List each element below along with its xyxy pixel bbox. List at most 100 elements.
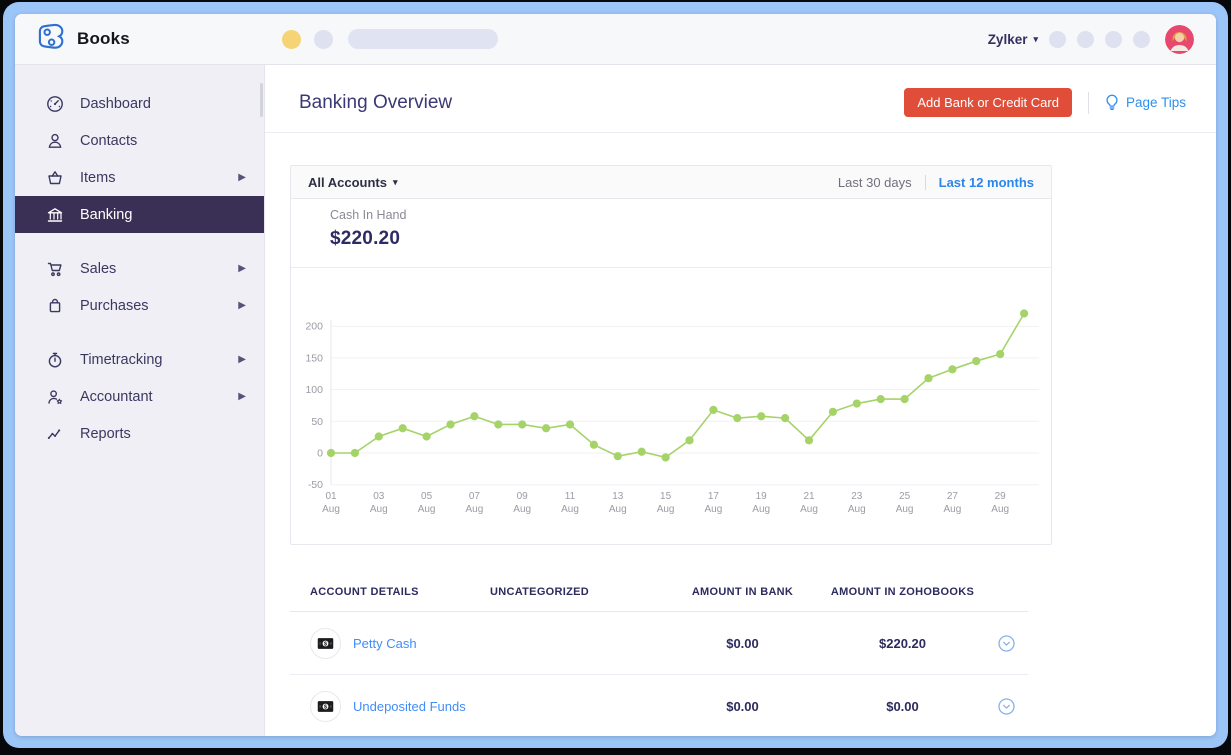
status-dot xyxy=(281,29,301,49)
sidebar-item-sales[interactable]: Sales ▶ xyxy=(15,250,264,287)
chart-point[interactable] xyxy=(709,405,718,414)
page-tips-link[interactable]: Page Tips xyxy=(1105,93,1186,113)
svg-text:-50: -50 xyxy=(308,479,323,491)
svg-text:17: 17 xyxy=(708,491,720,502)
chart-point[interactable] xyxy=(804,436,814,445)
account-link[interactable]: Undeposited Funds xyxy=(353,698,466,714)
row-expand-button[interactable] xyxy=(998,634,1015,652)
sales-icon xyxy=(45,259,64,278)
chart-point[interactable] xyxy=(996,349,1005,359)
sidebar-item-purchases[interactable]: Purchases ▶ xyxy=(15,287,264,324)
svg-text:Aug: Aug xyxy=(800,504,818,515)
user-avatar[interactable] xyxy=(1165,24,1194,54)
chart-point[interactable] xyxy=(565,420,575,429)
svg-text:Aug: Aug xyxy=(848,504,866,515)
chart-point[interactable] xyxy=(470,412,479,421)
sidebar-item-contacts[interactable]: Contacts xyxy=(15,122,264,159)
range-last-12-months[interactable]: Last 12 months xyxy=(938,174,1034,190)
svg-text:Aug: Aug xyxy=(466,504,484,515)
books-logo-icon xyxy=(35,22,67,57)
banking-icon xyxy=(45,205,64,224)
sidebar-item-label: Reports xyxy=(80,425,131,442)
chart-point[interactable] xyxy=(972,356,981,366)
svg-text:03: 03 xyxy=(373,491,385,502)
org-selector[interactable]: Zylker ▾ xyxy=(988,32,1038,47)
column-header-amount-in-zohobooks: AMOUNT IN ZOHOBOOKS xyxy=(830,585,975,598)
sidebar-item-reports[interactable]: Reports xyxy=(15,415,264,452)
topbar-icon-placeholder[interactable] xyxy=(1077,30,1094,48)
sidebar-item-dashboard[interactable]: Dashboard xyxy=(15,85,264,122)
zoho-books-logo[interactable]: Books xyxy=(35,22,130,57)
svg-text:29: 29 xyxy=(995,491,1007,502)
sidebar-item-items[interactable]: Items ▶ xyxy=(15,159,264,196)
svg-text:Aug: Aug xyxy=(991,504,1009,515)
add-bank-button[interactable]: Add Bank or Credit Card xyxy=(904,88,1072,117)
chart-point[interactable] xyxy=(494,420,503,429)
chevron-right-icon: ▶ xyxy=(238,354,246,365)
chart-point[interactable] xyxy=(350,448,359,458)
chart-point[interactable] xyxy=(422,432,431,441)
page-header: Banking Overview Add Bank or Credit Card… xyxy=(265,65,1216,117)
topbar-icon-placeholder[interactable] xyxy=(1049,30,1066,48)
search-skeleton[interactable] xyxy=(347,29,498,49)
chart-point[interactable] xyxy=(661,453,670,462)
sidebar-item-label: Purchases xyxy=(80,297,149,314)
topbar-placeholder-dot xyxy=(313,29,333,49)
app-name: Books xyxy=(77,29,130,48)
lightbulb-icon xyxy=(1105,93,1119,113)
cash-in-hand-value: $220.20 xyxy=(330,228,401,249)
svg-text:23: 23 xyxy=(851,491,863,502)
chart-point[interactable] xyxy=(1020,309,1029,318)
sidebar: Dashboard Contacts xyxy=(15,65,265,736)
chart-point[interactable] xyxy=(589,440,598,449)
chart-point[interactable] xyxy=(326,448,336,458)
svg-text:15: 15 xyxy=(660,491,672,502)
chart-point[interactable] xyxy=(948,365,957,374)
sidebar-item-label: Timetracking xyxy=(80,351,163,368)
svg-text:150: 150 xyxy=(305,352,323,364)
range-last-30-days[interactable]: Last 30 days xyxy=(837,174,912,190)
row-expand-button[interactable] xyxy=(998,697,1015,715)
topbar-icon-placeholder[interactable] xyxy=(1133,30,1150,48)
accounts-table: ACCOUNT DETAILS UNCATEGORIZED AMOUNT IN … xyxy=(290,572,1028,736)
topbar: Books Zylker ▾ xyxy=(15,14,1216,65)
chart-point[interactable] xyxy=(876,395,885,404)
panel-header: All Accounts ▾ Last 30 days Last 12 mont… xyxy=(291,166,1051,199)
svg-text:Aug: Aug xyxy=(609,504,627,515)
chart-point[interactable] xyxy=(685,436,694,445)
amount-in-bank-value: $0.00 xyxy=(726,698,759,714)
chart-point[interactable] xyxy=(637,447,646,456)
account-link[interactable]: Petty Cash xyxy=(353,635,417,651)
chart-point[interactable] xyxy=(924,374,933,383)
cash-summary: Cash In Hand $220.20 xyxy=(291,199,1051,268)
sidebar-item-timetracking[interactable]: Timetracking ▶ xyxy=(15,341,264,378)
chart-point[interactable] xyxy=(374,432,383,441)
chart-point[interactable] xyxy=(518,420,527,429)
chart-point[interactable] xyxy=(900,395,909,404)
main-content: Banking Overview Add Bank or Credit Card… xyxy=(265,65,1216,736)
sidebar-scrollbar[interactable] xyxy=(260,83,263,117)
chart-point[interactable] xyxy=(852,399,861,408)
svg-text:Aug: Aug xyxy=(705,504,723,515)
svg-text:$: $ xyxy=(324,641,328,647)
sidebar-item-banking[interactable]: Banking xyxy=(15,196,264,233)
chart-point[interactable] xyxy=(446,420,455,429)
page-tips-label: Page Tips xyxy=(1125,95,1186,110)
chart-point[interactable] xyxy=(757,412,766,421)
topbar-icon-placeholder[interactable] xyxy=(1105,30,1122,48)
purchases-icon xyxy=(45,296,64,315)
chart-point[interactable] xyxy=(781,414,790,423)
cash-account-icon: $ xyxy=(310,690,341,722)
chevron-right-icon: ▶ xyxy=(238,172,246,183)
svg-text:07: 07 xyxy=(469,491,481,502)
chart-point[interactable] xyxy=(542,424,551,433)
chart-point[interactable] xyxy=(613,452,622,461)
chart-point[interactable] xyxy=(398,424,407,433)
sidebar-item-accountant[interactable]: Accountant ▶ xyxy=(15,378,264,415)
banking-overview-panel: All Accounts ▾ Last 30 days Last 12 mont… xyxy=(290,165,1052,545)
timetracking-icon xyxy=(45,350,64,369)
accounts-filter-dropdown[interactable]: All Accounts ▾ xyxy=(308,175,398,190)
chart-point[interactable] xyxy=(733,414,742,423)
items-icon xyxy=(45,168,64,187)
chart-point[interactable] xyxy=(828,407,838,416)
